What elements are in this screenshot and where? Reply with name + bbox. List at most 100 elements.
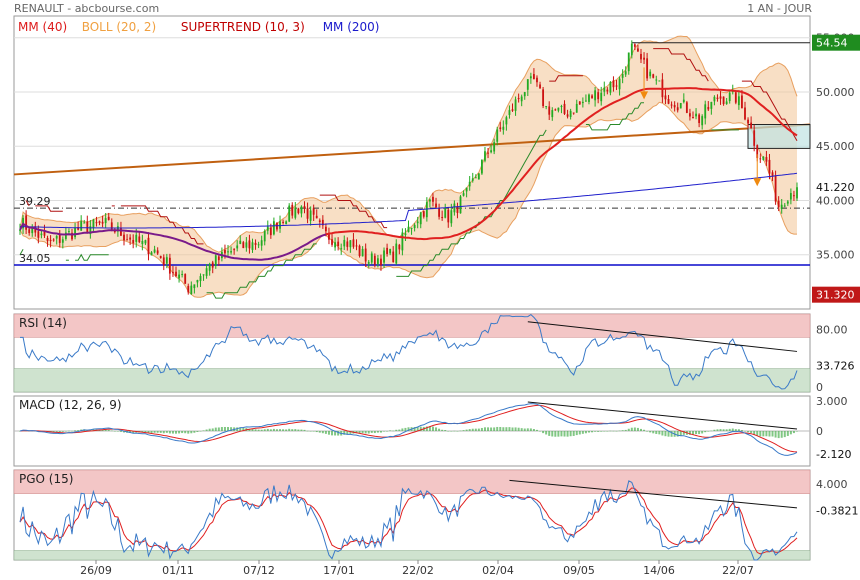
candle-body	[123, 234, 125, 241]
candle-body	[303, 206, 306, 209]
candle-body	[297, 208, 300, 214]
candle-body	[376, 258, 379, 264]
candle-body	[120, 227, 122, 236]
supertrend-down-line	[25, 200, 30, 207]
candle-body	[55, 235, 58, 239]
macd-histogram-bar	[505, 427, 508, 431]
candle-body	[211, 262, 214, 268]
pgo-tick-label: 4.000	[816, 478, 848, 491]
candle-body	[383, 250, 385, 263]
candle-body	[25, 215, 28, 230]
macd-histogram-bar	[688, 431, 691, 435]
macd-histogram-bar	[762, 431, 765, 437]
macd-histogram-bar	[459, 430, 462, 432]
candle-body	[474, 177, 477, 179]
candle-body	[49, 239, 52, 242]
candle-body	[404, 233, 407, 236]
macd-histogram-bar	[441, 429, 444, 431]
candle-body	[95, 222, 98, 224]
macd-histogram-bar	[649, 431, 652, 433]
candle-body	[487, 152, 489, 154]
candle-body	[334, 242, 336, 248]
candle-body	[416, 221, 419, 224]
candle-body	[499, 127, 502, 130]
candle-body	[254, 242, 257, 245]
macd-histogram-bar	[499, 426, 502, 431]
candle-body	[425, 202, 428, 218]
candle-body	[542, 89, 545, 107]
macd-histogram-bar	[587, 431, 590, 433]
candle-body	[83, 222, 86, 224]
candle-body	[741, 95, 743, 109]
candle-body	[435, 203, 437, 208]
candle-body	[627, 52, 630, 72]
candle-body	[28, 229, 31, 234]
candle-body	[744, 107, 746, 120]
candle-body	[490, 150, 493, 153]
macd-histogram-bar	[600, 431, 603, 432]
macd-histogram-bar	[643, 429, 646, 431]
macd-histogram-bar	[398, 429, 401, 431]
macd-histogram-bar	[401, 428, 404, 431]
candle-body	[539, 84, 541, 89]
candle-body	[673, 105, 676, 108]
macd-histogram-bar	[636, 427, 639, 431]
pgo-panel-oversold-zone	[13, 550, 811, 561]
macd-histogram-bar	[230, 427, 233, 431]
macd-histogram-bar	[695, 431, 698, 435]
supertrend-down-line	[653, 48, 709, 82]
macd-histogram-bar	[343, 431, 346, 435]
macd-histogram-bar	[272, 428, 275, 431]
chart-title: RENAULT - abcbourse.com	[14, 2, 160, 15]
macd-histogram-bar	[676, 431, 679, 437]
candle-body	[318, 220, 321, 223]
candle-body	[178, 274, 180, 279]
candle-body	[664, 95, 667, 100]
candle-body	[193, 284, 196, 289]
rsi-line	[20, 313, 798, 390]
macd-histogram-bar	[309, 431, 312, 432]
macd-histogram-bar	[190, 431, 193, 434]
macd-panel-title: MACD (12, 26, 9)	[19, 398, 122, 412]
candle-body	[793, 195, 795, 197]
candle-body	[438, 208, 441, 217]
candle-body	[462, 193, 465, 196]
candle-body	[328, 232, 330, 240]
macd-histogram-bar	[104, 429, 107, 431]
macd-histogram-bar	[539, 431, 542, 432]
macd-histogram-bar	[444, 430, 447, 431]
candle-body	[263, 231, 266, 242]
candle-body	[447, 209, 450, 223]
candle-body	[355, 245, 358, 247]
macd-histogram-bar	[373, 431, 376, 434]
macd-histogram-bar	[315, 431, 318, 433]
macd-histogram-bar	[303, 429, 306, 431]
candle-body	[101, 221, 104, 224]
macd-trendline	[527, 401, 798, 430]
macd-histogram-bar	[603, 431, 606, 432]
rsi-last-flag: 33.726	[816, 360, 855, 373]
macd-histogram-bar	[334, 431, 337, 436]
macd-histogram-bar	[260, 429, 263, 431]
candle-body	[150, 252, 153, 256]
macd-histogram-bar	[627, 428, 630, 431]
pgo-trendline	[509, 479, 798, 509]
macd-histogram-bar	[535, 429, 538, 431]
macd-histogram-bar	[780, 431, 783, 438]
macd-histogram-bar	[786, 431, 789, 436]
candle-body	[324, 226, 327, 232]
macd-histogram-bar	[661, 431, 664, 436]
candle-body	[291, 204, 294, 216]
macd-histogram-bar	[618, 430, 621, 432]
macd-histogram-bar	[572, 431, 575, 436]
candle-body	[450, 210, 453, 224]
macd-histogram-bar	[710, 430, 713, 432]
macd-histogram-bar	[523, 428, 526, 431]
candle-body	[202, 274, 205, 276]
candle-body	[315, 215, 318, 219]
macd-histogram-bar	[123, 431, 126, 433]
macd-histogram-bar	[768, 431, 771, 437]
candle-body	[251, 242, 254, 250]
macd-histogram-bar	[737, 429, 740, 431]
macd-histogram-bar	[438, 428, 441, 431]
